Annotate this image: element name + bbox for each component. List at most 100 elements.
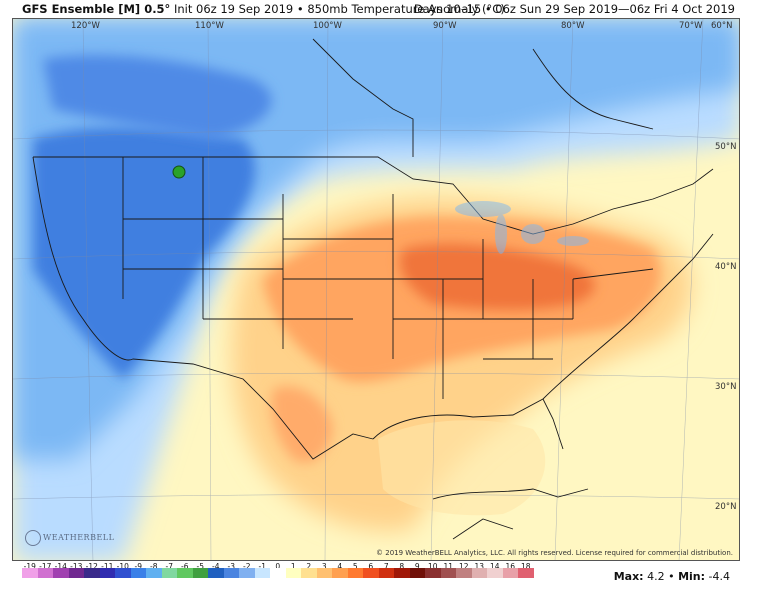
max-label: Max: [613,570,644,583]
colorbar-label: 3 [321,562,327,571]
colorbar-swatch [394,568,410,578]
colorbar-swatch [301,568,317,578]
colorbar-swatch [378,568,394,578]
north-cold-region [43,55,272,139]
colorbar-label: 1 [290,562,296,571]
lat-label-20n: 20°N [715,502,737,512]
colorbar-swatch [456,568,472,578]
colorbar-label: 2 [306,562,312,571]
colorbar-swatch [115,568,131,578]
colorbar-label: 12 [458,562,469,571]
colorbar-swatch [409,568,425,578]
colorbar-label: -9 [134,562,142,571]
colorbar-label: -6 [181,562,189,571]
colorbar-label: -3 [227,562,235,571]
lon-label-90w: 90°W [433,21,457,31]
colorbar-label: 9 [414,562,420,571]
lon-label-120w: 120°W [71,21,100,31]
colorbar [22,568,534,578]
peak-warm-region [399,243,595,310]
colorbar-label: -5 [196,562,204,571]
lat-label-60n: 60°N [711,21,733,31]
colorbar-label: -12 [85,562,98,571]
mexico-warm-region [271,386,333,463]
colorbar-swatch [192,568,208,578]
colorbar-label: 4 [337,562,343,571]
colorbar-label: 8 [399,562,405,571]
colorbar-swatch [471,568,487,578]
colorbar-swatch [332,568,348,578]
copyright-notice: © 2019 WeatherBELL Analytics, LLC. All r… [376,549,733,557]
weatherbell-logo: WEATHERBELL [25,530,114,546]
colorbar-swatch [130,568,146,578]
logo-text: WEATHERBELL [43,533,115,542]
colorbar-label: -4 [212,562,220,571]
colorbar-label: -13 [70,562,83,571]
colorbar-label: -19 [23,562,36,571]
colorbar-label: 18 [520,562,531,571]
colorbar-swatch [254,568,270,578]
colorbar-swatch [502,568,518,578]
colorbar-label: -7 [165,562,173,571]
lat-label-40n: 40°N [715,262,737,272]
colorbar-swatch [68,568,84,578]
colorbar-swatch [99,568,115,578]
colorbar-swatch [363,568,379,578]
colorbar-swatch [440,568,456,578]
model-name: GFS Ensemble [M] 0.5° [22,2,171,16]
colorbar-label: -8 [150,562,158,571]
min-value: -4.4 [708,570,730,583]
colorbar-label: 14 [489,562,500,571]
colorbar-swatch [487,568,503,578]
max-value: 4.2 [647,570,665,583]
field-name: 850mb Temperature Anomaly (°C) [307,2,505,16]
map-canvas [13,19,739,560]
gulf-of-mexico [378,420,546,516]
colorbar-label: 0 [275,562,281,571]
colorbar-swatch [146,568,162,578]
valid-period: Days 10–15 • 06z Sun 29 Sep 2019—06z Fri… [413,2,735,16]
colorbar-swatch [347,568,363,578]
colorbar-swatch [161,568,177,578]
colorbar-swatch [285,568,301,578]
colorbar-label: -14 [54,562,67,571]
graticule [13,19,739,560]
colorbar-swatch [518,568,534,578]
header-left: GFS Ensemble [M] 0.5° Init 06z 19 Sep 20… [22,2,505,16]
colorbar-label: -2 [243,562,251,571]
colorbar-label: -10 [116,562,129,571]
colorbar-labels: -19 -17 -14 -13 -12 -11 -10 -9 -8 -7 -6 -5 -4 -3 -2 -1 0… [22,562,542,571]
lat-label-50n: 50°N [715,142,737,152]
init-time: Init 06z 19 Sep 2019 [173,2,294,16]
colorbar-swatch [208,568,224,578]
colorbar-label: 16 [505,562,516,571]
anomaly-map: 120°W 110°W 100°W 90°W 80°W 70°W 60°N 50… [12,18,740,561]
colorbar-swatch [177,568,193,578]
colorbar-label: -1 [258,562,266,571]
great-lakes [455,201,589,254]
colorbar-label: -11 [101,562,114,571]
lon-label-80w: 80°W [561,21,585,31]
colorbar-swatch [84,568,100,578]
lon-label-110w: 110°W [195,21,224,31]
colorbar-swatch [270,568,286,578]
colorbar-label: 10 [427,562,438,571]
colorbar-swatch [223,568,239,578]
colorbar-label: 7 [383,562,389,571]
colorbar-label: 5 [352,562,358,571]
lon-label-70w: 70°W [679,21,703,31]
colorbar-swatch [425,568,441,578]
globe-icon [25,530,41,546]
colorbar-label: 11 [443,562,454,571]
colorbar-swatch [316,568,332,578]
colorbar-swatch [37,568,53,578]
colorbar-label: -17 [39,562,52,571]
min-label: Min: [678,570,706,583]
colorbar-label: 13 [474,562,485,571]
colorbar-swatch [239,568,255,578]
colorbar-swatch [53,568,69,578]
lon-label-100w: 100°W [313,21,342,31]
colorbar-label: 6 [368,562,374,571]
colorbar-swatch [22,568,38,578]
location-marker [172,165,186,179]
